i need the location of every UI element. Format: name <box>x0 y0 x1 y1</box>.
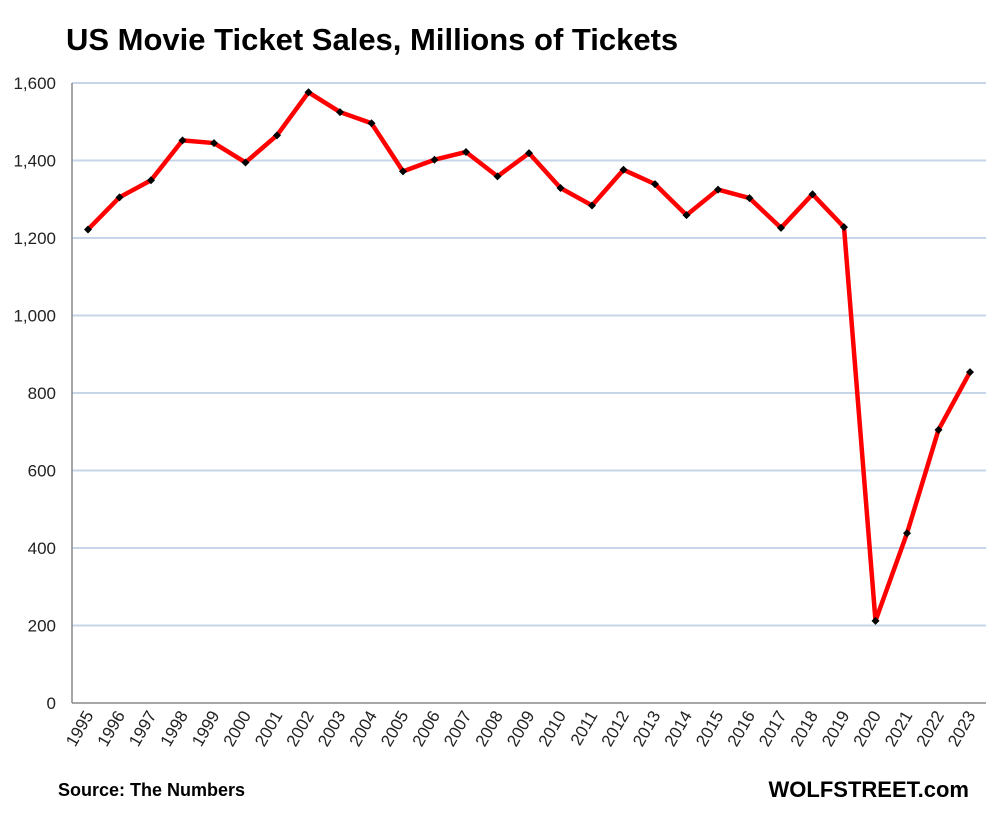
x-tick-label: 2010 <box>535 708 570 750</box>
y-tick-label: 1,000 <box>13 307 56 326</box>
x-tick-label: 2022 <box>913 708 948 750</box>
data-point <box>777 223 785 232</box>
data-point <box>493 172 502 181</box>
data-point <box>745 194 754 203</box>
data-point <box>651 180 659 189</box>
x-tick-label: 2020 <box>850 708 885 750</box>
data-point <box>367 119 376 128</box>
brand-label: WOLFSTREET.com <box>768 777 969 802</box>
x-tick-label: 2016 <box>724 708 759 750</box>
x-tick-label: 2021 <box>881 708 916 750</box>
x-tick-label: 2000 <box>220 708 255 750</box>
data-point <box>556 184 565 193</box>
chart-title: US Movie Ticket Sales, Millions of Ticke… <box>66 22 679 57</box>
data-point <box>840 223 848 232</box>
y-tick-label: 800 <box>28 384 56 403</box>
y-tick-label: 400 <box>28 539 56 558</box>
data-point <box>273 131 281 140</box>
series-line <box>86 90 972 624</box>
x-tick-label: 2006 <box>409 708 444 750</box>
data-point <box>336 108 344 117</box>
data-point <box>682 211 691 220</box>
y-tick-label: 0 <box>47 694 56 713</box>
x-tick-label: 2023 <box>944 708 979 750</box>
data-point <box>210 139 218 148</box>
data-point <box>714 185 722 194</box>
x-tick-label: 2017 <box>755 708 790 750</box>
x-tick-label: 2005 <box>377 708 412 750</box>
data-point <box>462 147 470 156</box>
source-note: Source: The Numbers <box>58 780 246 800</box>
x-tick-label: 2011 <box>567 708 602 749</box>
x-tick-label: 2002 <box>283 708 318 750</box>
x-tick-label: 1997 <box>125 708 160 750</box>
x-tick-label: 1996 <box>94 708 129 750</box>
data-point <box>808 190 817 199</box>
data-point <box>934 425 943 434</box>
y-tick-label: 1,400 <box>13 152 56 171</box>
x-tick-label: 2007 <box>440 708 475 750</box>
data-point <box>871 616 880 625</box>
data-point <box>619 165 628 174</box>
x-tick-label: 2008 <box>472 708 507 750</box>
data-point <box>966 368 974 377</box>
x-tick-label: 2012 <box>598 708 633 750</box>
data-point <box>304 88 313 97</box>
x-tick-label: 1995 <box>62 708 97 750</box>
y-tick-label: 1,600 <box>13 74 56 93</box>
x-tick-label: 2013 <box>629 708 664 750</box>
x-tick-label: 1999 <box>188 708 223 750</box>
x-tick-label: 2003 <box>314 708 349 750</box>
data-point <box>525 149 533 158</box>
data-point <box>241 158 250 167</box>
y-tick-label: 600 <box>28 462 56 481</box>
data-point <box>399 167 407 176</box>
x-tick-label: 2009 <box>503 708 538 750</box>
y-tick-label: 200 <box>28 617 56 636</box>
x-tick-label: 2015 <box>692 708 727 750</box>
data-point <box>178 136 187 145</box>
x-tick-label: 2004 <box>346 708 381 750</box>
x-tick-label: 2014 <box>661 708 696 750</box>
y-tick-label: 1,200 <box>13 229 56 248</box>
data-point <box>84 225 92 234</box>
x-tick-label: 1998 <box>157 708 192 750</box>
x-tick-label: 2018 <box>787 708 822 750</box>
data-point <box>588 201 596 210</box>
data-point <box>430 155 439 164</box>
data-point <box>115 193 124 202</box>
data-point <box>147 176 155 185</box>
data-point <box>903 529 911 538</box>
x-tick-label: 2001 <box>251 708 286 750</box>
x-tick-label: 2019 <box>818 708 853 750</box>
